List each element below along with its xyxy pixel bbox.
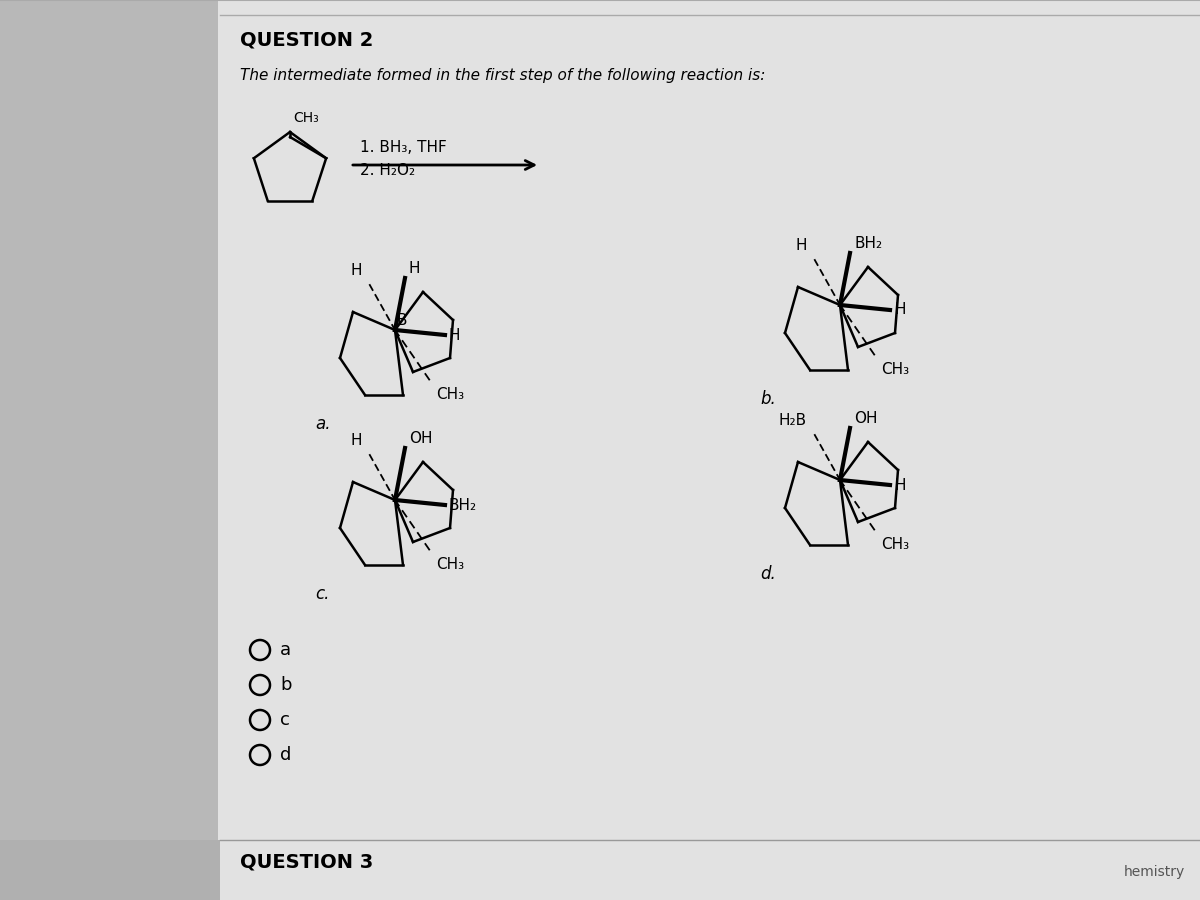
Text: d.: d. <box>760 565 775 583</box>
Text: OH: OH <box>409 431 432 446</box>
Text: H: H <box>409 261 420 276</box>
Text: BH₂: BH₂ <box>854 236 882 251</box>
Text: QUESTION 2: QUESTION 2 <box>240 30 373 49</box>
Text: b: b <box>280 676 292 694</box>
Text: H: H <box>350 263 362 278</box>
Text: QUESTION 3: QUESTION 3 <box>240 852 373 871</box>
Text: c: c <box>280 711 290 729</box>
Text: d: d <box>280 746 292 764</box>
Text: a.: a. <box>314 415 330 433</box>
Text: B: B <box>397 313 408 328</box>
Text: 2. H₂O₂: 2. H₂O₂ <box>360 163 415 178</box>
Text: OH: OH <box>854 411 877 426</box>
Text: BH₂: BH₂ <box>449 498 478 512</box>
Text: b.: b. <box>760 390 775 408</box>
Text: CH₃: CH₃ <box>436 557 464 572</box>
Bar <box>218 0 1200 900</box>
Text: c.: c. <box>314 585 329 603</box>
Text: H₂B: H₂B <box>779 413 808 428</box>
Bar <box>0 0 218 900</box>
Text: H: H <box>449 328 461 343</box>
Bar <box>0 840 220 900</box>
Text: H: H <box>350 433 362 448</box>
Text: CH₃: CH₃ <box>293 111 319 125</box>
Text: a: a <box>280 641 292 659</box>
Text: H: H <box>894 302 906 318</box>
Text: H: H <box>894 478 906 492</box>
Text: CH₃: CH₃ <box>436 387 464 402</box>
Text: hemistry: hemistry <box>1123 865 1186 879</box>
Text: The intermediate formed in the first step of the following reaction is:: The intermediate formed in the first ste… <box>240 68 766 83</box>
Text: 1. BH₃, THF: 1. BH₃, THF <box>360 140 446 155</box>
Text: H: H <box>796 238 808 253</box>
Text: CH₃: CH₃ <box>881 537 910 552</box>
Text: CH₃: CH₃ <box>881 362 910 377</box>
